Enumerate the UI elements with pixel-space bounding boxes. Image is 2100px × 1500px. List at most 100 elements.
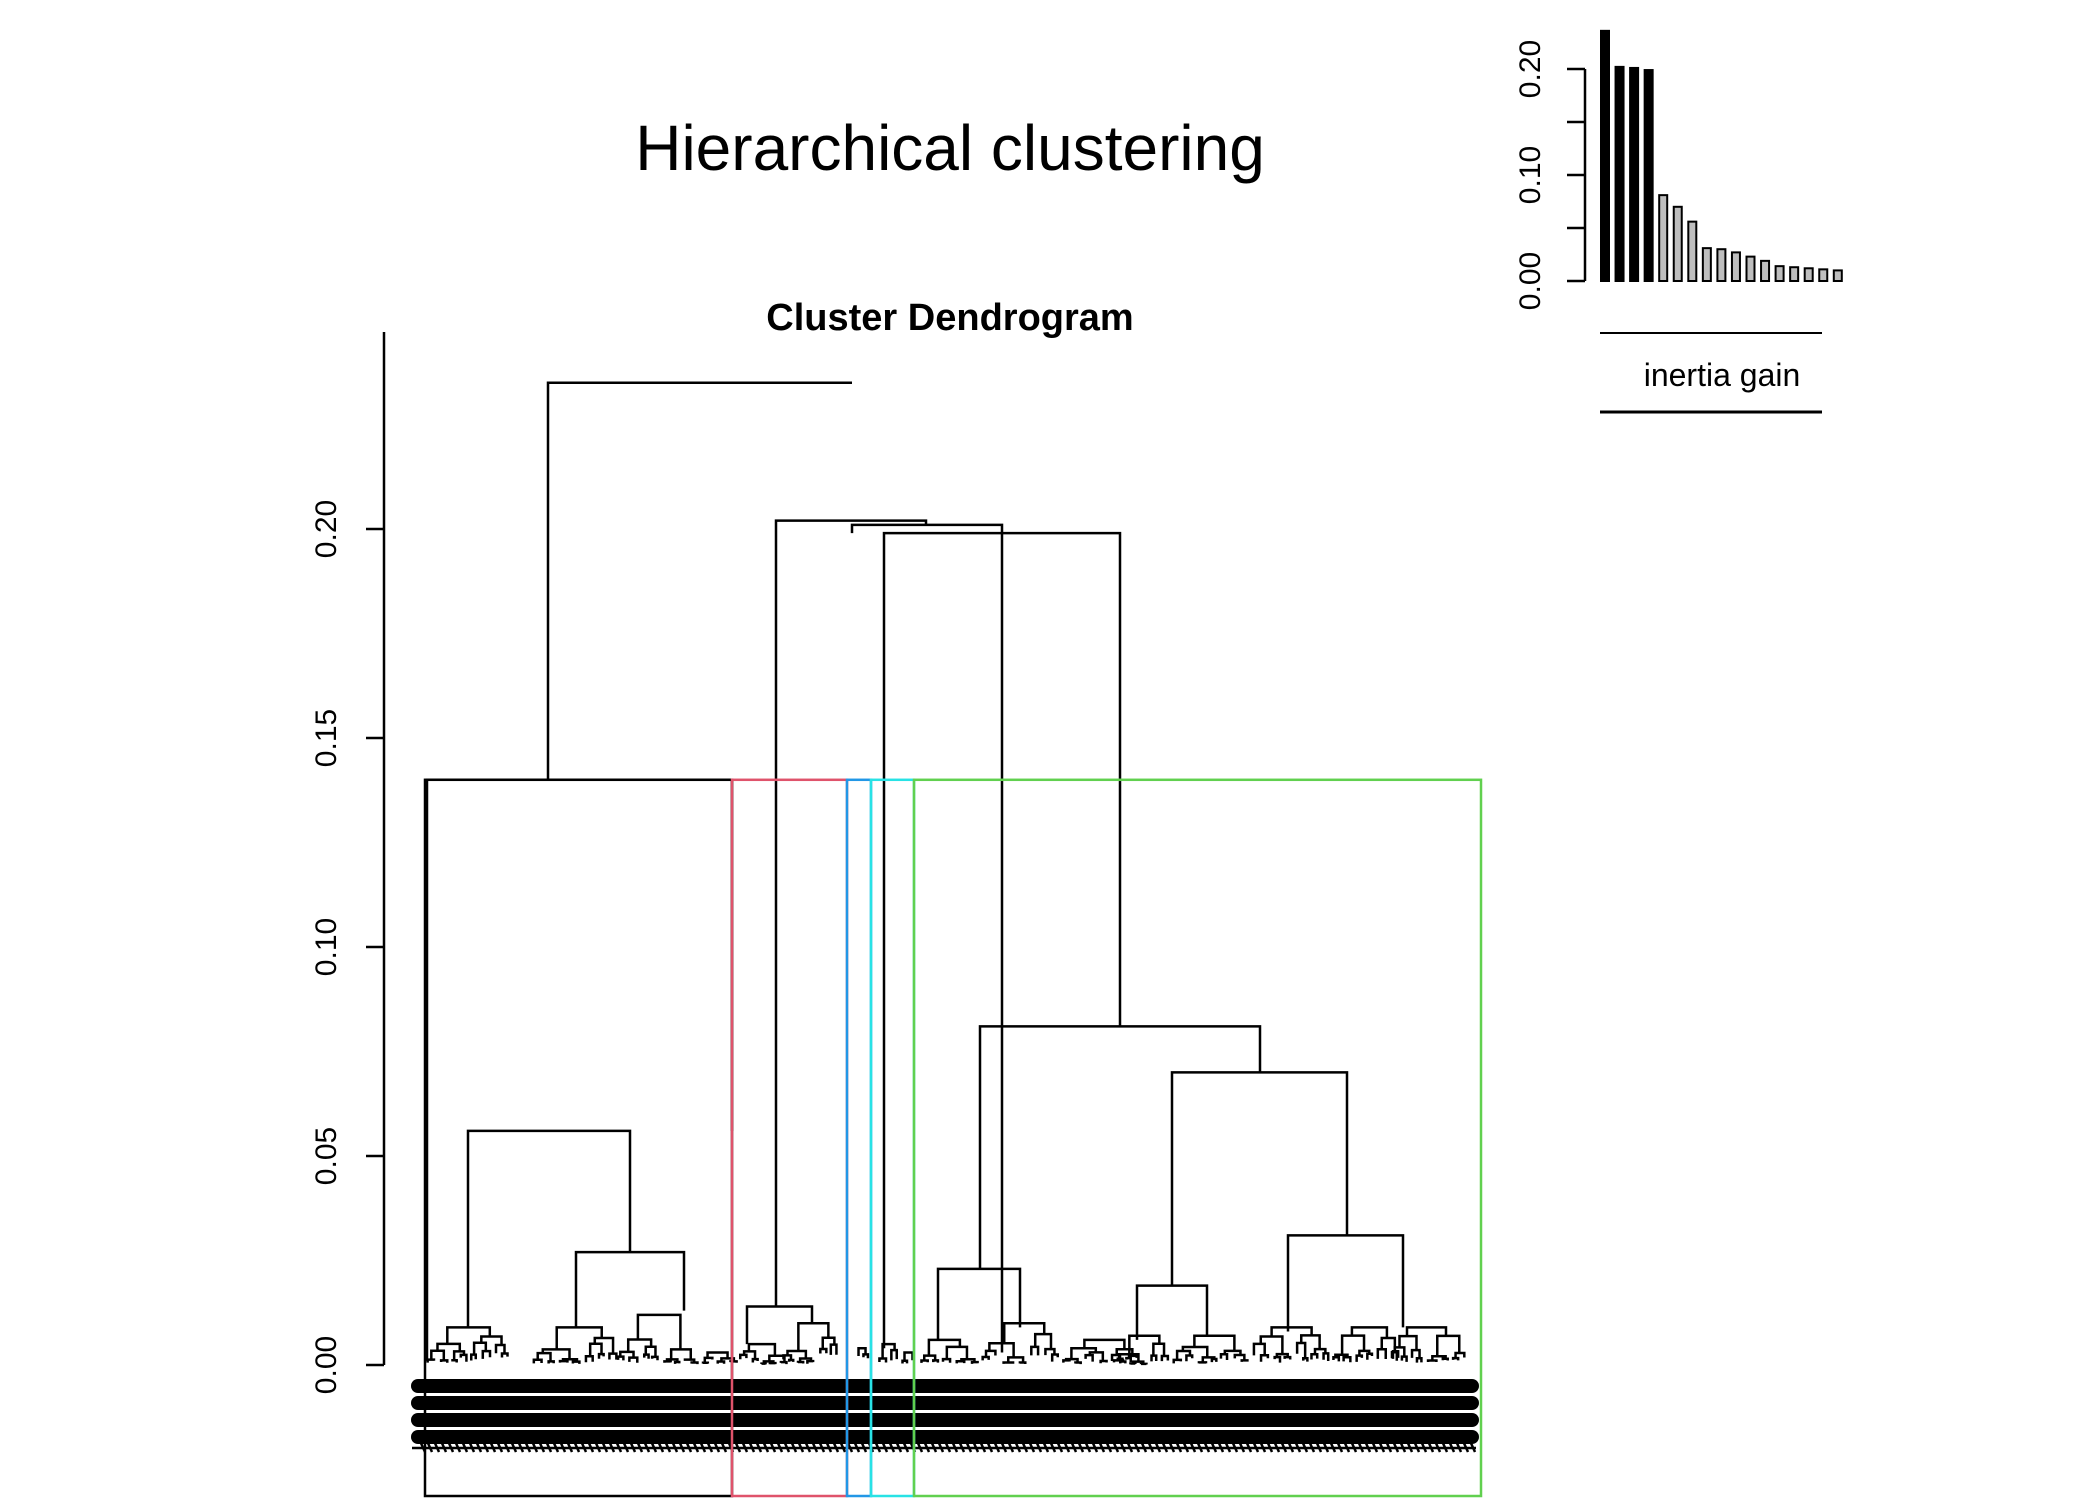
dendrogram-sublink (459, 1353, 468, 1362)
dendrogram-sublink (881, 1342, 896, 1359)
leaf-label-tick (621, 1440, 630, 1453)
leaf-label-tick (1048, 1440, 1057, 1453)
leaf-label-tick (439, 1440, 448, 1453)
leaf-label-tick (1230, 1440, 1239, 1453)
dendrogram-sublink (436, 1342, 462, 1352)
dendrogram-y-axis: 0.00 0.05 0.10 0.15 0.20 (310, 332, 386, 1394)
dendrogram-sublink (1259, 1354, 1270, 1362)
leaf-label-tick (887, 1440, 896, 1453)
dendrogram-sublink (669, 1348, 693, 1360)
dendrogram-sublink (1295, 1341, 1307, 1359)
leaf-label-tick (495, 1440, 504, 1453)
leaf-label-tick (705, 1440, 714, 1453)
inertia-bar (1730, 251, 1741, 283)
dendrogram-sublink (1398, 1334, 1418, 1351)
dendrogram-sublink (1415, 1357, 1423, 1363)
leaf-label-tick (1195, 1440, 1204, 1453)
dendrogram-sublink (1366, 1352, 1374, 1360)
inertia-bar (1658, 194, 1669, 282)
leaf-label-tick (978, 1440, 987, 1453)
leaf-label-tick (957, 1440, 966, 1453)
dendrogram-sublink (806, 1359, 815, 1364)
dendrogram-sublink (555, 1326, 603, 1350)
leaf-label-tick (915, 1440, 924, 1453)
leaf-label-tick (782, 1440, 791, 1453)
leaf-label-tick (1391, 1440, 1400, 1453)
dendrogram-sublink (862, 1353, 870, 1359)
dendrogram-sublink (1259, 1335, 1284, 1355)
leaf-label-tick (1174, 1440, 1183, 1453)
inertia-bar (1760, 259, 1771, 282)
leaf-label-tick (537, 1440, 546, 1453)
dendrogram-sublink (1125, 1356, 1132, 1363)
link-right-sub-2 (1286, 1234, 1405, 1332)
cluster-rect-5 (912, 778, 1483, 1498)
leaf-label-tick (1223, 1440, 1232, 1453)
dendrogram-sublink (988, 1341, 1015, 1358)
leaf-label-tick (453, 1440, 462, 1453)
link-right-group (978, 1025, 1262, 1269)
inertia-bar (1716, 248, 1727, 282)
dendrogram-sublink (1299, 1334, 1321, 1350)
leaf-label-tick (1293, 1440, 1302, 1453)
leaf-label-tick (502, 1440, 511, 1453)
leaf-label-tick (1307, 1440, 1316, 1453)
dendrogram-sublink (1044, 1347, 1056, 1356)
leaf-label-tick (992, 1440, 1001, 1453)
leaf-label-tick (831, 1440, 840, 1453)
leaf-label-tick (971, 1440, 980, 1453)
dendrogram-sublink (446, 1326, 492, 1344)
dendrogram-sublink (878, 1357, 888, 1363)
inertia-bar (1672, 205, 1683, 282)
leaf-label-tick (551, 1440, 560, 1453)
dendrogram-sublink (927, 1338, 962, 1356)
dendrogram-sublink (932, 1359, 940, 1363)
link-right-b (1135, 1284, 1209, 1340)
dendrogram-sublink (1115, 1347, 1134, 1356)
leaf-label-tick (579, 1440, 588, 1453)
leaf-label-tick (852, 1440, 861, 1453)
page-title: Hierarchical clustering (635, 112, 1265, 184)
link-level-3 (850, 523, 1004, 1353)
leaf-label-tick (593, 1440, 602, 1453)
dendrogram-sublink (663, 1360, 672, 1363)
dendrogram-sublink (541, 1348, 571, 1360)
leaf-label-tick (635, 1440, 644, 1453)
dendrogram-sublink (890, 1348, 899, 1361)
leaf-label-tick (1076, 1440, 1085, 1453)
dendrogram-sublink (616, 1355, 625, 1361)
dendrogram-sublink (1405, 1326, 1448, 1337)
leaf-label-tick (1251, 1440, 1260, 1453)
dendrogram-sublink (706, 1351, 729, 1359)
leaf-label-tick (1216, 1440, 1225, 1453)
leaf-label-tick (1090, 1440, 1099, 1453)
dendrogram-sublink (626, 1338, 653, 1352)
dendrogram-sublink (1240, 1359, 1249, 1362)
leaf-label-tick (1440, 1440, 1449, 1453)
dendrogram-sublink (1332, 1356, 1341, 1362)
leaf-label-tick (572, 1440, 581, 1453)
leaf-label-tick (1265, 1440, 1274, 1453)
dendrogram-sublink (1223, 1349, 1242, 1356)
leaf-label-tick (1447, 1440, 1456, 1453)
dendrogram-sublink (1175, 1349, 1192, 1360)
dendrogram-sublink (747, 1342, 777, 1356)
leaf-label-tick (1377, 1440, 1386, 1453)
dendrogram-sublink (751, 1357, 759, 1363)
leaf-label-tick (1097, 1440, 1106, 1453)
link-level-2 (774, 519, 928, 1307)
leaf-label-tick (425, 1440, 434, 1453)
leaf-label-tick (761, 1440, 770, 1453)
dendrogram-sublink (923, 1354, 937, 1361)
leaf-label-tick (964, 1440, 973, 1453)
leaf-label-tick (985, 1440, 994, 1453)
leaf-label-tick (1132, 1440, 1141, 1453)
dendrogram-sublink (798, 1357, 813, 1363)
dendrogram-sublink (920, 1359, 929, 1363)
dendrogram-sublink (1074, 1361, 1082, 1365)
dendrogram-sublink (1128, 1334, 1161, 1355)
leaf-label-tick (950, 1440, 959, 1453)
leaf-label-tick (474, 1440, 483, 1453)
inertia-tick-label: 0.00 (1514, 252, 1547, 310)
